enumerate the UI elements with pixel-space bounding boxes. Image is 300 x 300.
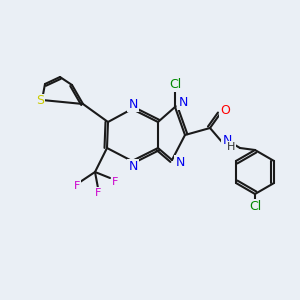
Text: H: H [227,142,235,152]
Text: Cl: Cl [249,200,261,212]
Text: N: N [128,98,138,110]
Text: N: N [175,155,185,169]
Text: F: F [112,177,118,187]
Text: S: S [36,94,44,107]
Text: F: F [95,188,101,198]
Text: O: O [220,103,230,116]
Text: N: N [178,95,188,109]
Text: Cl: Cl [169,77,181,91]
Text: N: N [128,160,138,172]
Text: F: F [74,181,80,191]
Text: N: N [222,134,232,146]
